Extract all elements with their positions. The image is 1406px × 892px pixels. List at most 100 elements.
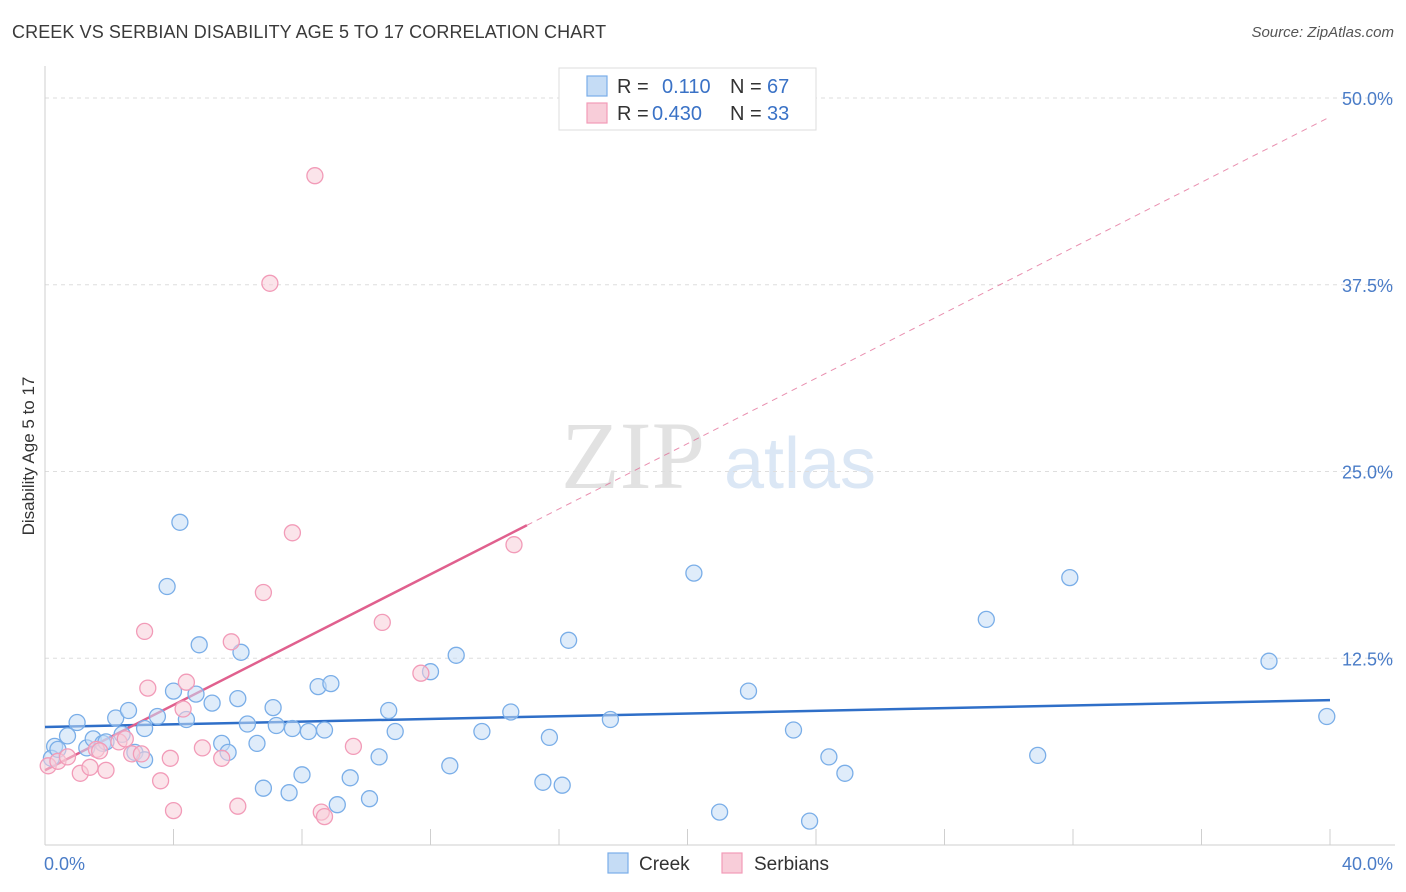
point-creek-17 <box>190 636 208 654</box>
point-creek-57 <box>836 764 854 782</box>
point-creek-50 <box>601 710 620 729</box>
point-creek-28 <box>280 784 298 802</box>
point-serbians-15 <box>164 801 183 820</box>
point-creek-18 <box>203 694 221 712</box>
x-tick-label-1: 40.0% <box>1342 854 1393 874</box>
legend-swatch-creek <box>586 75 608 97</box>
point-serbians-28 <box>344 737 363 756</box>
point-serbians-8 <box>116 730 134 748</box>
point-creek-58 <box>977 610 995 629</box>
point-creek-53 <box>739 682 758 700</box>
legend-r-label-creek: R = <box>617 76 649 98</box>
point-creek-21 <box>229 689 247 708</box>
chart-title: CREEK VS SERBIAN DISABILITY AGE 5 TO 17 … <box>12 22 607 42</box>
point-creek-44 <box>473 722 491 741</box>
y-axis-label: Disability Age 5 to 17 <box>19 377 38 536</box>
point-creek-42 <box>441 757 459 775</box>
point-serbians-24 <box>283 524 302 542</box>
point-creek-33 <box>315 721 334 739</box>
trend-line-creek <box>44 698 1331 729</box>
bottom-legend-swatch-creek <box>607 852 629 874</box>
point-creek-11 <box>148 707 167 726</box>
point-creek-35 <box>328 796 346 814</box>
point-serbians-16 <box>174 700 192 718</box>
point-creek-30 <box>293 766 311 784</box>
x-tick-label-0: 0.0% <box>44 854 85 874</box>
point-serbians-23 <box>261 274 279 292</box>
watermark-zip: ZIP <box>561 402 705 509</box>
point-serbians-19 <box>213 749 231 767</box>
point-creek-55 <box>800 812 819 830</box>
point-creek-12 <box>158 577 176 596</box>
legend-n-label-serbians: N = <box>730 103 762 125</box>
point-creek-31 <box>299 722 318 741</box>
trend-extension-serbians <box>526 116 1331 526</box>
y-tick-label-2: 37.5% <box>1342 276 1393 296</box>
point-creek-2 <box>68 713 86 732</box>
point-creek-45 <box>502 703 520 721</box>
grid-lines <box>45 97 1395 659</box>
point-creek-47 <box>540 728 559 747</box>
point-serbians-30 <box>412 664 430 682</box>
point-creek-51 <box>685 564 703 582</box>
point-serbians-32 <box>90 742 109 760</box>
point-serbians-22 <box>254 583 273 602</box>
y-tick-label-3: 50.0% <box>1342 89 1393 109</box>
point-creek-46 <box>534 773 552 791</box>
legend-n-value-serbians: 33 <box>767 103 789 125</box>
legend-r-value-creek: 0.110 <box>662 76 711 98</box>
point-creek-56 <box>820 748 838 766</box>
point-creek-23 <box>238 715 257 733</box>
legend-r-label-serbians: R = <box>617 103 649 125</box>
point-serbians-17 <box>177 673 196 691</box>
point-creek-48 <box>553 776 571 794</box>
legend-r-value-serbians: 0.430 <box>652 103 702 125</box>
y-tick-labels: 12.5% 25.0% 37.5% 50.0% <box>1342 89 1393 669</box>
data-points <box>39 167 1336 830</box>
point-serbians-10 <box>132 745 151 763</box>
stats-legend: R = 0.110 N = 67 R = 0.430 N = 33 <box>558 67 817 131</box>
point-serbians-2 <box>58 748 77 766</box>
point-serbians-29 <box>373 613 391 632</box>
point-creek-37 <box>360 790 379 808</box>
point-creek-13 <box>164 682 183 700</box>
point-creek-60 <box>1061 568 1079 587</box>
trend-lines <box>44 116 1331 772</box>
point-creek-59 <box>1029 746 1047 765</box>
point-creek-6 <box>107 709 125 727</box>
axes <box>44 66 1395 846</box>
series-legend: Creek Serbians <box>607 852 829 875</box>
point-creek-26 <box>264 698 282 717</box>
point-creek-52 <box>710 803 729 821</box>
point-serbians-20 <box>222 633 240 651</box>
point-creek-43 <box>447 646 465 664</box>
bottom-legend-swatch-serbians <box>721 852 743 874</box>
point-serbians-18 <box>193 739 212 757</box>
point-serbians-13 <box>151 772 170 790</box>
y-tick-label-0: 12.5% <box>1342 649 1393 669</box>
source-credit: Source: ZipAtlas.com <box>1251 24 1394 41</box>
bottom-legend-label-creek: Creek <box>639 854 690 875</box>
point-creek-39 <box>380 701 398 720</box>
x-tick-labels: 0.0% 40.0% <box>44 854 1393 874</box>
point-creek-40 <box>386 722 404 741</box>
point-serbians-25 <box>306 167 324 185</box>
point-serbians-6 <box>97 761 115 779</box>
point-creek-49 <box>559 631 578 649</box>
point-creek-1 <box>58 727 77 745</box>
point-creek-27 <box>267 716 285 735</box>
legend-n-label-creek: N = <box>730 76 762 98</box>
point-serbians-12 <box>139 679 157 697</box>
legend-swatch-serbians <box>586 102 608 124</box>
legend-n-value-creek: 67 <box>767 76 789 98</box>
point-creek-36 <box>341 769 359 787</box>
point-creek-38 <box>370 748 388 766</box>
point-creek-14 <box>171 513 189 531</box>
point-creek-10 <box>135 719 154 738</box>
point-creek-61 <box>1260 652 1278 670</box>
point-creek-7 <box>119 701 138 720</box>
point-creek-24 <box>248 734 266 753</box>
point-creek-54 <box>784 721 803 739</box>
point-serbians-27 <box>315 807 334 826</box>
